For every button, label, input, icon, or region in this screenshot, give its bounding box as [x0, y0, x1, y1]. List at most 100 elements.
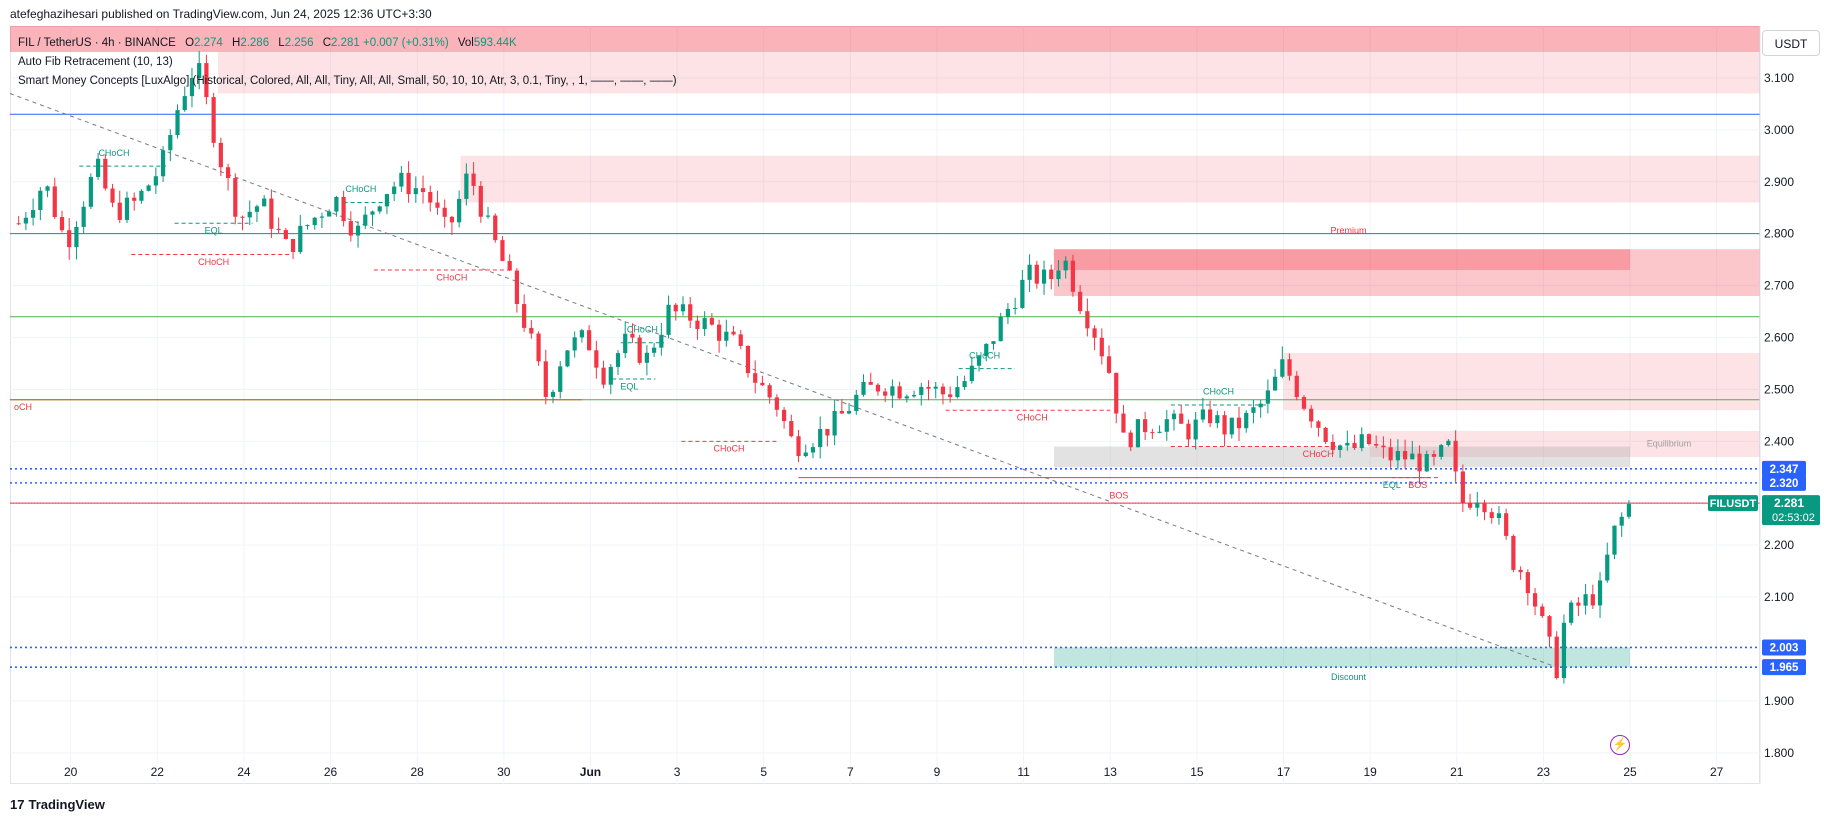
- candle-body-down: [471, 173, 476, 186]
- candle-body-down: [1208, 409, 1213, 424]
- candle-body-up: [45, 186, 50, 191]
- candle-countdown-text: 02:53:02: [1772, 512, 1815, 524]
- smc-label: Premium: [1330, 226, 1366, 236]
- candle-body-up: [146, 185, 151, 191]
- candle-body-down: [1316, 421, 1321, 428]
- candle-body-down: [1547, 616, 1552, 637]
- candle-body-down: [1525, 572, 1530, 594]
- tradingview-logo[interactable]: 17 TradingView: [10, 797, 105, 812]
- candle-body-down: [868, 381, 873, 385]
- candle-body-down: [1388, 447, 1393, 461]
- candle-body-down: [522, 304, 527, 328]
- candle-body-down: [587, 330, 592, 351]
- candle-body-down: [760, 382, 765, 386]
- candle-body-up: [182, 96, 187, 111]
- candle-body-down: [110, 188, 115, 203]
- candle-body-down: [1402, 451, 1408, 460]
- candle-body-up: [31, 210, 36, 218]
- candle-body-down: [839, 410, 844, 414]
- candle-body-down: [435, 202, 440, 208]
- candle-body-down: [478, 185, 483, 217]
- candle-body-down: [883, 391, 888, 396]
- candle-body-down: [1352, 442, 1357, 449]
- time-axis-tick-label: 9: [934, 765, 941, 779]
- candle-body-down: [1467, 503, 1473, 508]
- legend-indicator-fib[interactable]: Auto Fib Retracement (10, 13): [18, 56, 173, 68]
- candle-body-down: [269, 198, 274, 229]
- candle-body-down: [500, 240, 505, 261]
- symbol-price-badge: [1708, 495, 1758, 512]
- candle-body-down: [348, 221, 353, 236]
- legend-symbol[interactable]: FIL / TetherUS · 4h · BINANCE: [18, 37, 176, 49]
- candle-body-up: [175, 110, 180, 136]
- candle-body-up: [1619, 516, 1624, 526]
- candle-body-down: [796, 436, 801, 457]
- smc-zone: [10, 26, 1760, 52]
- candle-body-down: [1092, 328, 1097, 338]
- level-price-badge-text: 1.965: [1770, 662, 1799, 674]
- price-axis-tick-label: 2.900: [1764, 175, 1794, 189]
- level-price-badge-text: 2.320: [1770, 478, 1799, 490]
- candle-body-down: [1590, 594, 1595, 606]
- candle-body-up: [392, 186, 397, 195]
- candle-body-up: [247, 211, 252, 218]
- legend-low-key: L: [278, 37, 285, 49]
- candle-body-down: [1381, 445, 1386, 448]
- candle-body-up: [168, 135, 173, 151]
- candle-body-up: [413, 188, 418, 195]
- candle-body-up: [933, 386, 938, 389]
- candle-body-up: [1605, 554, 1610, 581]
- candle-body-down: [709, 318, 714, 325]
- candle-body-up: [565, 350, 570, 367]
- candle-body-down: [673, 304, 678, 312]
- candle-body-down: [1453, 440, 1458, 472]
- legend-open-key: O: [185, 37, 195, 49]
- candle-body-down: [825, 428, 830, 436]
- candle-body-down: [132, 197, 137, 201]
- publisher-line: atefeghazihesari published on TradingVie…: [10, 7, 432, 21]
- candle-body-up: [832, 410, 837, 436]
- candle-body-down: [1489, 512, 1494, 519]
- candle-body-up: [262, 198, 267, 207]
- candle-body-down: [1431, 454, 1437, 457]
- candle-body-up: [384, 194, 390, 207]
- candle-body-down: [1121, 413, 1126, 433]
- candle-body-down: [1049, 269, 1054, 280]
- candle-body-down: [1417, 453, 1422, 472]
- candle-body-up: [818, 428, 823, 448]
- candle-body-up: [846, 410, 852, 414]
- candle-body-down: [204, 63, 209, 98]
- price-axis-tick-label: 2.800: [1764, 227, 1794, 241]
- candle-body-down: [1179, 413, 1184, 424]
- candle-body-up: [139, 190, 144, 201]
- candle-body-up: [363, 214, 368, 226]
- candle-body-down: [449, 216, 455, 223]
- candle-body-up: [1215, 415, 1220, 424]
- candle-body-down: [225, 167, 231, 179]
- candle-body-up: [962, 381, 967, 388]
- legend-indicator-smc[interactable]: Smart Money Concepts [LuxAlgo] (Historic…: [18, 75, 677, 87]
- candle-body-up: [1359, 434, 1364, 449]
- candle-body-down: [67, 230, 72, 248]
- trendline: [9, 93, 1557, 668]
- lightning-icon[interactable]: ⚡: [1610, 735, 1630, 755]
- time-axis-tick-label: 28: [410, 765, 424, 779]
- time-axis-tick-label: 24: [237, 765, 251, 779]
- candle-body-up: [659, 334, 664, 348]
- smc-zone: [1370, 430, 1760, 457]
- currency-selector-button[interactable]: USDT: [1762, 30, 1820, 56]
- candle-body-up: [1164, 419, 1169, 432]
- candle-body-up: [572, 337, 577, 351]
- smc-label: Discount: [1331, 672, 1367, 682]
- legend-high-value: 2.286: [240, 37, 270, 49]
- candle-body-up: [991, 341, 996, 344]
- smc-zone: [1053, 249, 1631, 271]
- candle-body-down: [543, 361, 548, 397]
- smc-label: BOS: [1408, 480, 1427, 490]
- candle-body-down: [290, 239, 296, 253]
- candle-body-down: [514, 270, 520, 305]
- time-axis-tick-label: 3: [674, 765, 681, 779]
- smc-label: CHoCH: [436, 272, 467, 282]
- candle-body-up: [370, 211, 375, 215]
